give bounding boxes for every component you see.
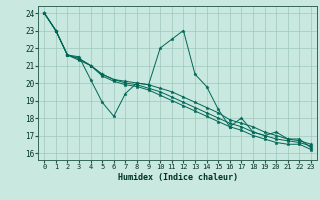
X-axis label: Humidex (Indice chaleur): Humidex (Indice chaleur) [118,173,238,182]
